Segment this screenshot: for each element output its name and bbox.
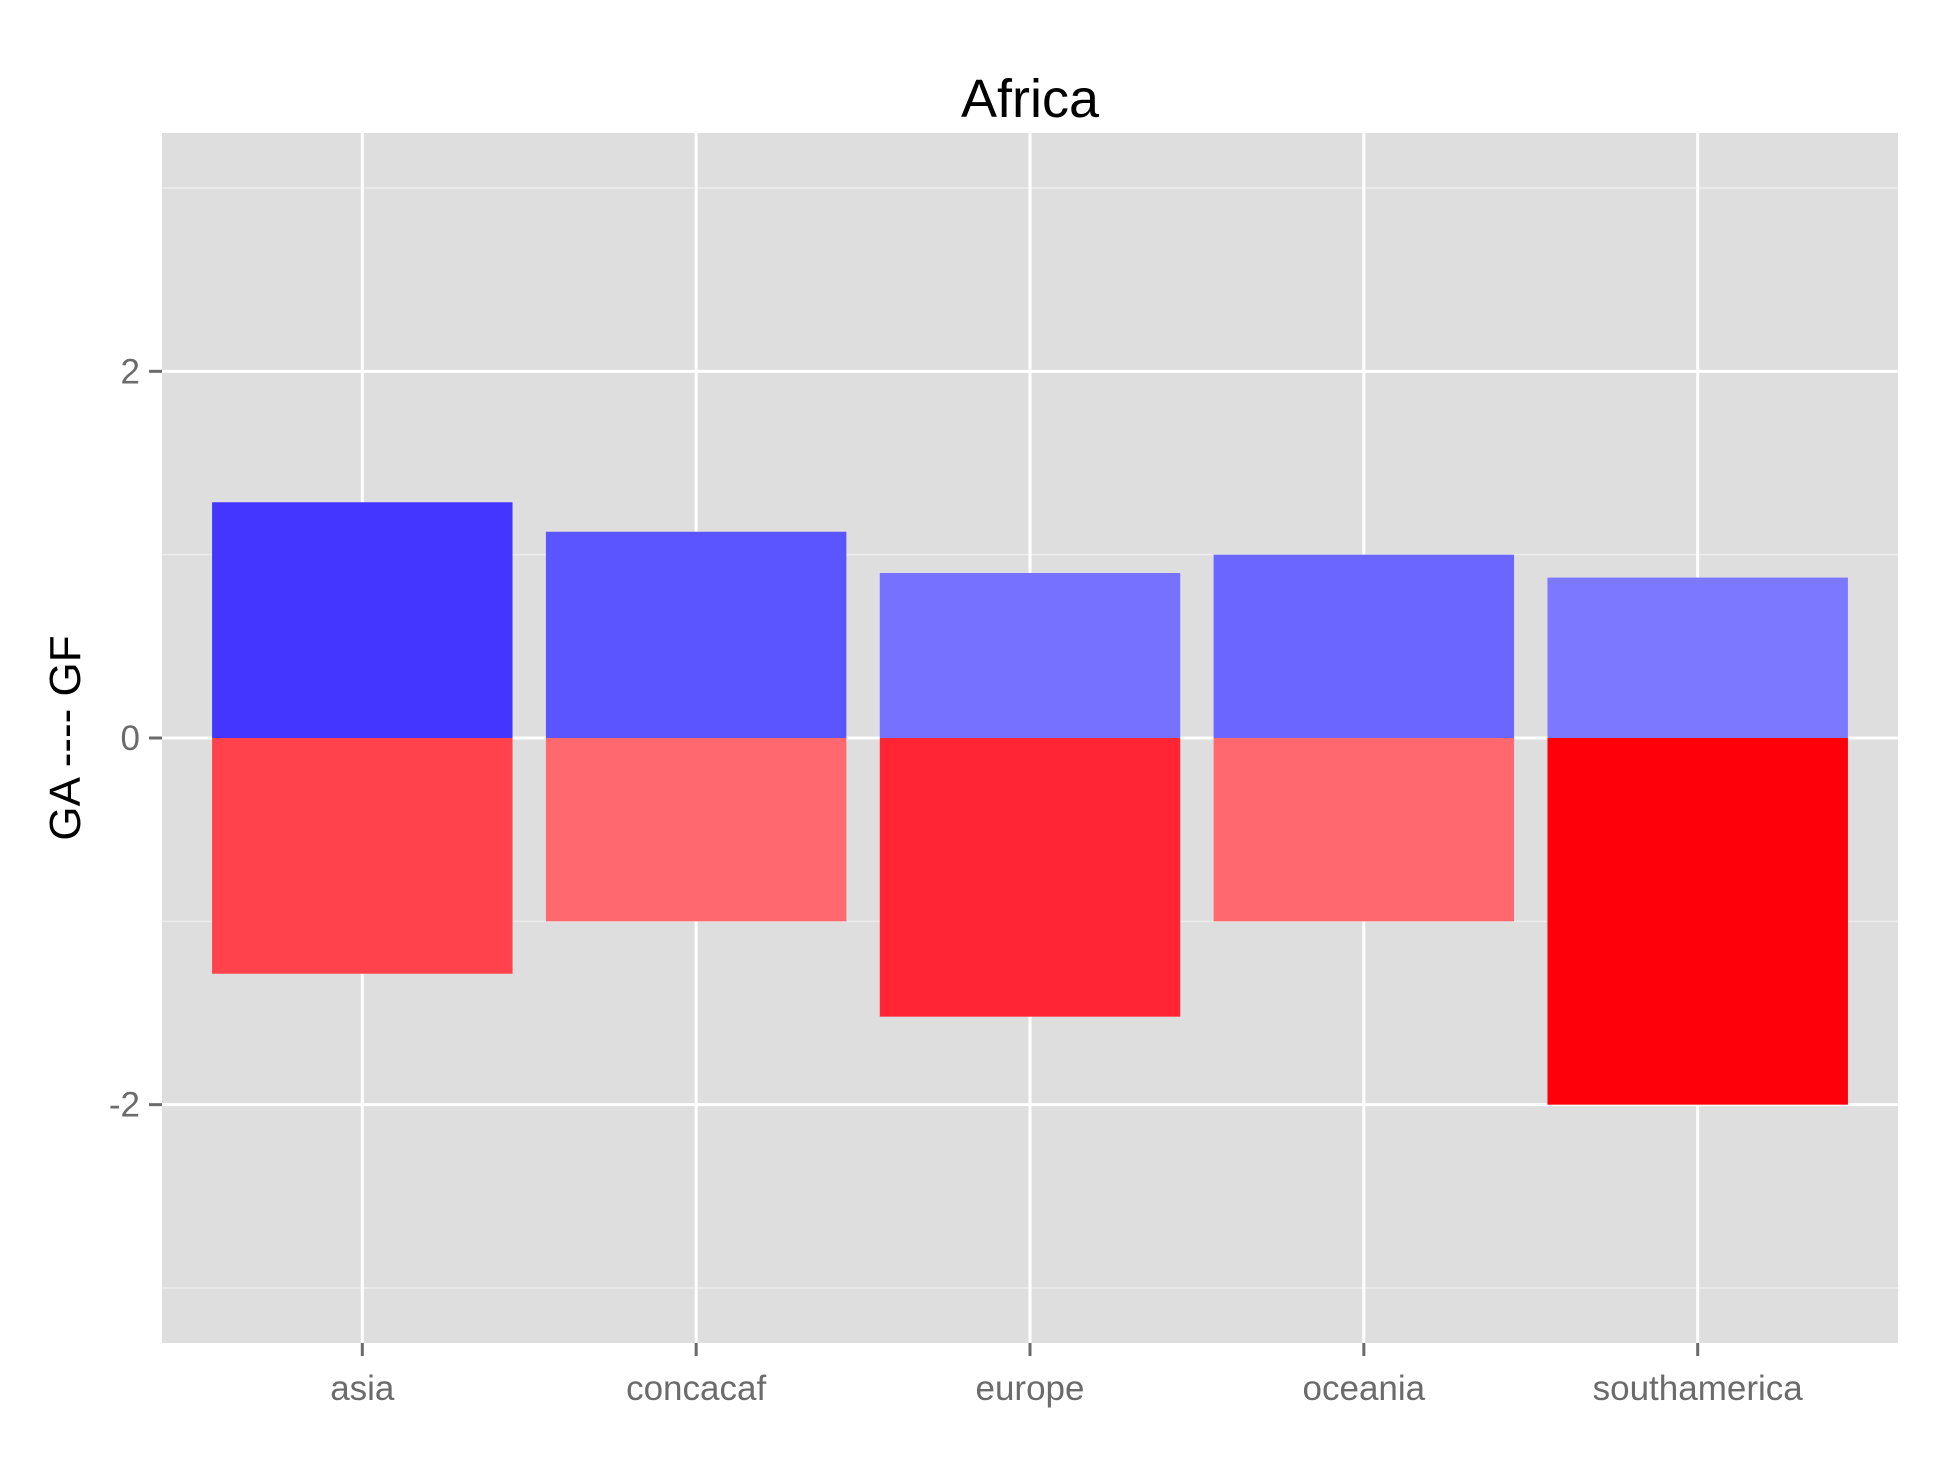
chart-title: Africa bbox=[961, 69, 1100, 129]
x-tick-label: oceania bbox=[1303, 1369, 1426, 1408]
y-tick-label: -2 bbox=[109, 1086, 140, 1125]
bar bbox=[1547, 577, 1848, 738]
x-tick-label: europe bbox=[976, 1369, 1085, 1408]
bar bbox=[545, 531, 847, 738]
x-axis: asia concacaf europe oceania southamerica bbox=[330, 1343, 1803, 1408]
x-tick-label: southamerica bbox=[1593, 1369, 1804, 1408]
y-axis: -2 0 2 bbox=[109, 352, 162, 1125]
y-tick-label: 0 bbox=[121, 719, 140, 758]
y-tick-label: 2 bbox=[121, 352, 140, 391]
x-tick-label: concacaf bbox=[626, 1369, 766, 1408]
bar bbox=[1213, 738, 1515, 922]
bar bbox=[212, 502, 513, 738]
bar bbox=[212, 738, 513, 974]
bar bbox=[1547, 738, 1848, 1105]
bar bbox=[545, 738, 847, 922]
bars bbox=[212, 502, 1848, 1105]
bar bbox=[1213, 554, 1515, 738]
y-axis-title: GA ---- GF bbox=[41, 635, 90, 840]
x-tick-label: asia bbox=[330, 1369, 395, 1408]
bar bbox=[879, 573, 1181, 738]
bar bbox=[879, 738, 1181, 1017]
